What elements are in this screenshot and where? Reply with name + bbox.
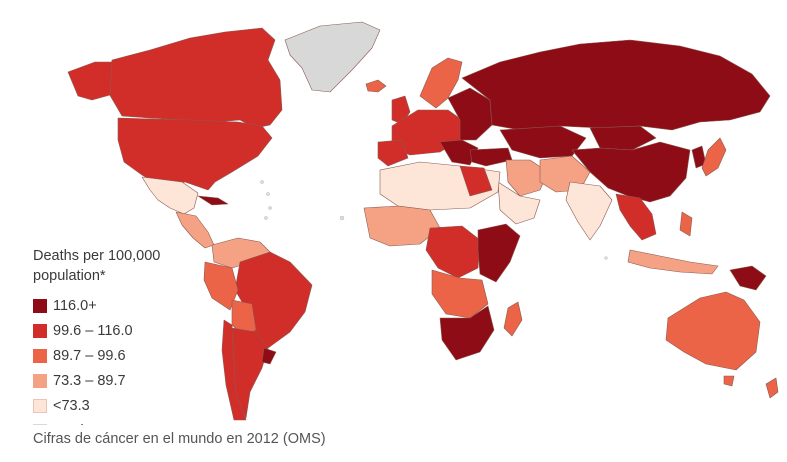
legend: Deaths per 100,000 population* 116.0+ 99.…: [33, 246, 223, 425]
region-png: [729, 265, 767, 291]
region-iceland: [365, 79, 387, 93]
region-southern-central-africa: [431, 269, 489, 319]
legend-item: 89.7 – 99.6: [33, 343, 223, 368]
legend-label: 99.6 – 116.0: [53, 322, 133, 339]
legend-item: 99.6 – 116.0: [33, 318, 223, 343]
legend-swatch: [33, 423, 47, 425]
legend-title-line2: population*: [33, 268, 106, 284]
region-southeast-asia: [615, 193, 657, 241]
region-egypt: [459, 165, 493, 197]
legend-label: <73.3: [53, 397, 90, 414]
region-madagascar: [503, 301, 523, 337]
region-central-africa: [425, 225, 481, 279]
region-alaska: [67, 61, 113, 101]
map-figure: Deaths per 100,000 population* 116.0+ 99.…: [33, 21, 779, 425]
region-iberia: [377, 139, 409, 167]
region-scandinavia: [419, 57, 463, 109]
region-philippines: [679, 211, 693, 237]
region-russia: [461, 39, 771, 131]
region-new-zealand: [765, 377, 779, 399]
region-cuba: [197, 195, 229, 206]
region-india: [565, 181, 613, 241]
region-australia: [665, 291, 761, 371]
region-turkey: [469, 147, 513, 167]
legend-item: 73.3 – 89.7: [33, 368, 223, 393]
legend-swatch: [33, 298, 47, 313]
region-indonesia: [627, 249, 719, 275]
region-middle-east: [505, 159, 549, 197]
region-uruguay: [261, 347, 277, 365]
region-greenland: [284, 21, 381, 93]
legend-swatch: [33, 323, 47, 338]
legend-label: 73.3 – 89.7: [53, 372, 126, 389]
legend-label: 116.0+: [53, 297, 97, 314]
region-china: [571, 141, 691, 203]
legend-swatch: [33, 348, 47, 363]
region-argentina: [231, 327, 269, 419]
region-canada: [107, 27, 283, 129]
region-mongolia: [589, 125, 657, 151]
region-eastern-europe: [447, 87, 493, 141]
world-choropleth-map: [67, 21, 779, 421]
legend-title-line1: Deaths per 100,000: [33, 248, 161, 264]
region-central-america: [175, 211, 215, 249]
region-southern-africa: [439, 305, 495, 361]
region-peru-ecuador: [203, 261, 239, 311]
region-japan: [701, 137, 727, 177]
legend-item: 116.0+: [33, 293, 223, 318]
legend-items: 116.0+ 99.6 – 116.0 89.7 – 99.6 73.3 – 89.7…: [33, 293, 223, 425]
region-tasmania: [723, 375, 735, 387]
legend-item: No data: [33, 418, 223, 425]
legend-title: Deaths per 100,000 population*: [33, 246, 223, 286]
legend-label: No data: [53, 423, 104, 426]
legend-label: 89.7 – 99.6: [53, 347, 126, 364]
region-east-africa: [477, 223, 521, 283]
image-caption: Cifras de cáncer en el mundo en 2012 (OM…: [33, 431, 326, 447]
legend-swatch: [33, 398, 47, 413]
legend-item: <73.3: [33, 393, 223, 418]
region-kazakhstan: [499, 125, 587, 159]
small-islands: [260, 180, 608, 260]
legend-swatch: [33, 373, 47, 388]
region-arabia: [497, 181, 541, 225]
region-usa: [117, 117, 273, 191]
